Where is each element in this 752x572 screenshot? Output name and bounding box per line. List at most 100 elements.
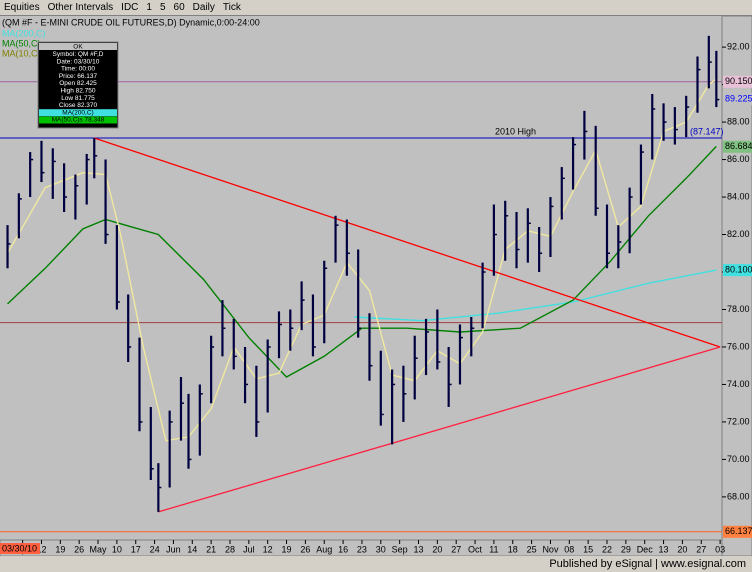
x-tick-label: 25 [527,544,537,554]
data-window-row: Price: 66.137 [59,73,98,80]
start-date: 03/30/10 [2,543,37,553]
moving-average [354,269,717,322]
x-tick-label: 26 [74,544,84,554]
toolbar-item[interactable]: 5 [159,2,166,13]
toolbar-item[interactable]: Other Intervals [47,2,114,13]
legend-entry: MA(10,C)s [2,48,46,58]
x-tick-label: 30 [376,544,386,554]
status-bar: Published by eSignal | www.esignal.com [0,556,752,572]
data-window-ma200 [39,109,117,117]
x-tick-label: May [90,544,108,554]
x-tick-label: Jul [243,544,255,554]
price-marker-label: 80.100 [725,265,752,275]
x-tick-label: 13 [659,544,669,554]
x-tick-label: 23 [357,544,367,554]
start-date-bg [0,543,40,554]
data-window-row: Low 81.775 [61,95,95,102]
x-tick-label: Nov [542,544,559,554]
toolbar-item[interactable]: Equities [4,2,40,13]
toolbar-item[interactable]: 1 [146,2,152,13]
x-tick-label: 26 [300,544,310,554]
y-tick-label: 88.00 [727,116,750,126]
data-window-row: Date: 03/30/10 [57,58,100,65]
x-tick-label: Oct [468,544,483,554]
x-tick-label: Dec [637,544,654,554]
x-tick-label: 29 [621,544,631,554]
price-marker-bg [723,525,752,538]
x-tick-label: 18 [508,544,518,554]
price-marker-label: 66.137 [725,526,752,536]
hline-value-label: (87.147) [690,126,724,136]
x-tick-label: 24 [150,544,160,554]
data-window-row: Time: 00:00 [61,66,95,73]
y-tick-label: 86.00 [727,154,750,164]
x-tick-label: 15 [583,544,593,554]
trendline [158,346,721,513]
legend-entry: MA(200,C) [2,28,46,38]
y-tick-label: 82.00 [727,229,750,239]
x-tick-label: 08 [564,544,574,554]
price-marker-label: 86.684 [725,141,752,151]
data-window-row: MA(200,C) [62,109,93,116]
data-window-row: Open 82.425 [59,80,97,87]
x-tick-label: 17 [131,544,141,554]
moving-average [7,145,717,378]
y-tick-label: 76.00 [727,341,750,351]
toolbar-item[interactable]: Tick [222,2,241,13]
x-tick-label: 27 [696,544,706,554]
x-tick-label: 13 [413,544,423,554]
x-tick-label: 21 [206,544,216,554]
y-tick-label: 84.00 [727,191,750,201]
x-tick-label: 28 [225,544,235,554]
x-tick-label: 27 [451,544,461,554]
x-tick-label: Aug [316,544,332,554]
y-tick-label: 72.00 [727,416,750,426]
data-window-row: High 82.750 [60,88,95,95]
toolbar-item[interactable]: Daily [192,2,215,13]
x-tick-label: 19 [282,544,292,554]
y-tick-label: 78.00 [727,304,750,314]
price-marker-bg [723,93,752,106]
toolbar: Equities Other Intervals IDC 1 5 60 Dail… [0,0,752,16]
x-tick-label: 19 [55,544,65,554]
trendline [94,137,721,348]
hline-text: 2010 High [495,126,536,136]
x-tick-label: 11 [489,544,498,554]
price-marker-bg [723,140,752,153]
y-tick-label: 74.00 [727,379,750,389]
data-window-ma50 [39,116,117,124]
x-tick-label: 20 [432,544,442,554]
y-tick-label: 70.00 [727,454,750,464]
x-tick-label: Sep [392,544,408,554]
x-tick-label: Jun [166,544,181,554]
data-window-row: Symbol: QM #F,D [53,51,104,58]
toolbar-item[interactable]: IDC [121,2,139,13]
chart: (QM #F - E-MINI CRUDE OIL FUTURES,D) Dyn… [0,16,752,556]
x-tick-label: 12 [263,544,273,554]
toolbar-item[interactable]: 60 [173,2,185,13]
x-tick-label: 20 [677,544,687,554]
y-tick-label: 68.00 [727,491,750,501]
x-tick-label: 14 [187,544,197,554]
date-axis [0,539,723,556]
y-tick-label: 92.00 [727,41,750,51]
x-tick-label: 16 [338,544,348,554]
data-window-row: MA(50,C)s 78.348 [52,117,105,124]
x-tick-label: 10 [112,544,122,554]
x-tick-label: 03 [715,544,725,554]
data-window-row: OK [73,44,83,51]
price-marker-bg [723,264,752,277]
chart-title: (QM #F - E-MINI CRUDE OIL FUTURES,D) Dyn… [2,17,260,27]
x-tick-label: 12 [36,544,46,554]
moving-average [6,78,717,442]
legend-entry: MA(50,C)s [2,38,46,48]
price-marker-label: 90.150 [725,76,752,86]
data-window-header [39,43,117,50]
price-marker-bg [723,75,752,88]
x-tick-label: 22 [602,544,612,554]
data-window-row: Close 82.370 [59,102,98,109]
price-axis [721,16,752,556]
price-marker-label: 89.225 [725,93,752,103]
year-label: 2011 [710,554,729,556]
